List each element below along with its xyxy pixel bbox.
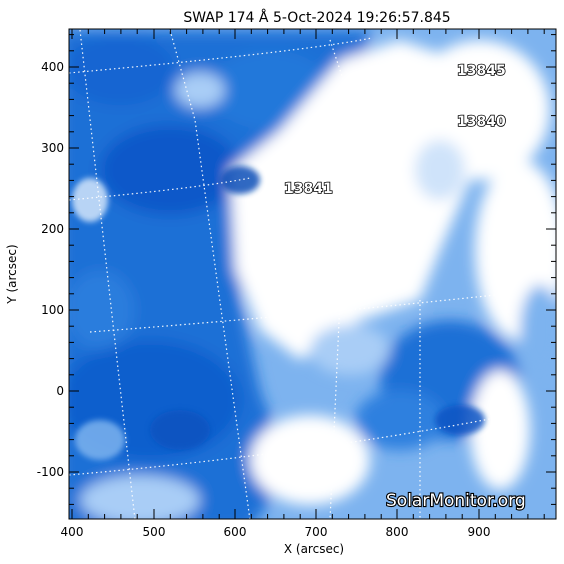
x-tick-label: 600 <box>224 525 247 539</box>
tick-marks <box>69 29 556 519</box>
watermark: SolarMonitor.org <box>386 491 526 511</box>
plot-frame <box>68 28 557 520</box>
region-label: 13845 <box>457 63 506 79</box>
solar-image: 13845 13840 13841 SolarMonitor.org <box>69 29 556 519</box>
x-tick-label: 900 <box>468 525 491 539</box>
x-tick-label: 400 <box>61 525 84 539</box>
x-tick-labels: 400 500 600 700 800 900 <box>61 525 491 539</box>
y-tick-label: 300 <box>41 141 64 155</box>
heliographic-grid <box>69 29 496 519</box>
x-tick-label: 500 <box>143 525 166 539</box>
plot-title: SWAP 174 Å 5-Oct-2024 19:26:57.845 <box>183 9 450 26</box>
y-tick-label: 400 <box>41 60 64 74</box>
y-tick-label: 100 <box>41 303 64 317</box>
region-label: 13840 <box>457 114 506 130</box>
y-tick-label: 0 <box>56 384 64 398</box>
x-tick-label: 800 <box>386 525 409 539</box>
y-axis-label: Y (arcsec) <box>5 244 19 304</box>
y-tick-labels: 400 300 200 100 0 -100 <box>37 60 64 479</box>
y-tick-label: 200 <box>41 222 64 236</box>
x-axis-label: X (arcsec) <box>284 542 344 556</box>
y-tick-label: -100 <box>37 465 64 479</box>
region-label: 13841 <box>284 181 333 197</box>
x-tick-label: 700 <box>305 525 328 539</box>
